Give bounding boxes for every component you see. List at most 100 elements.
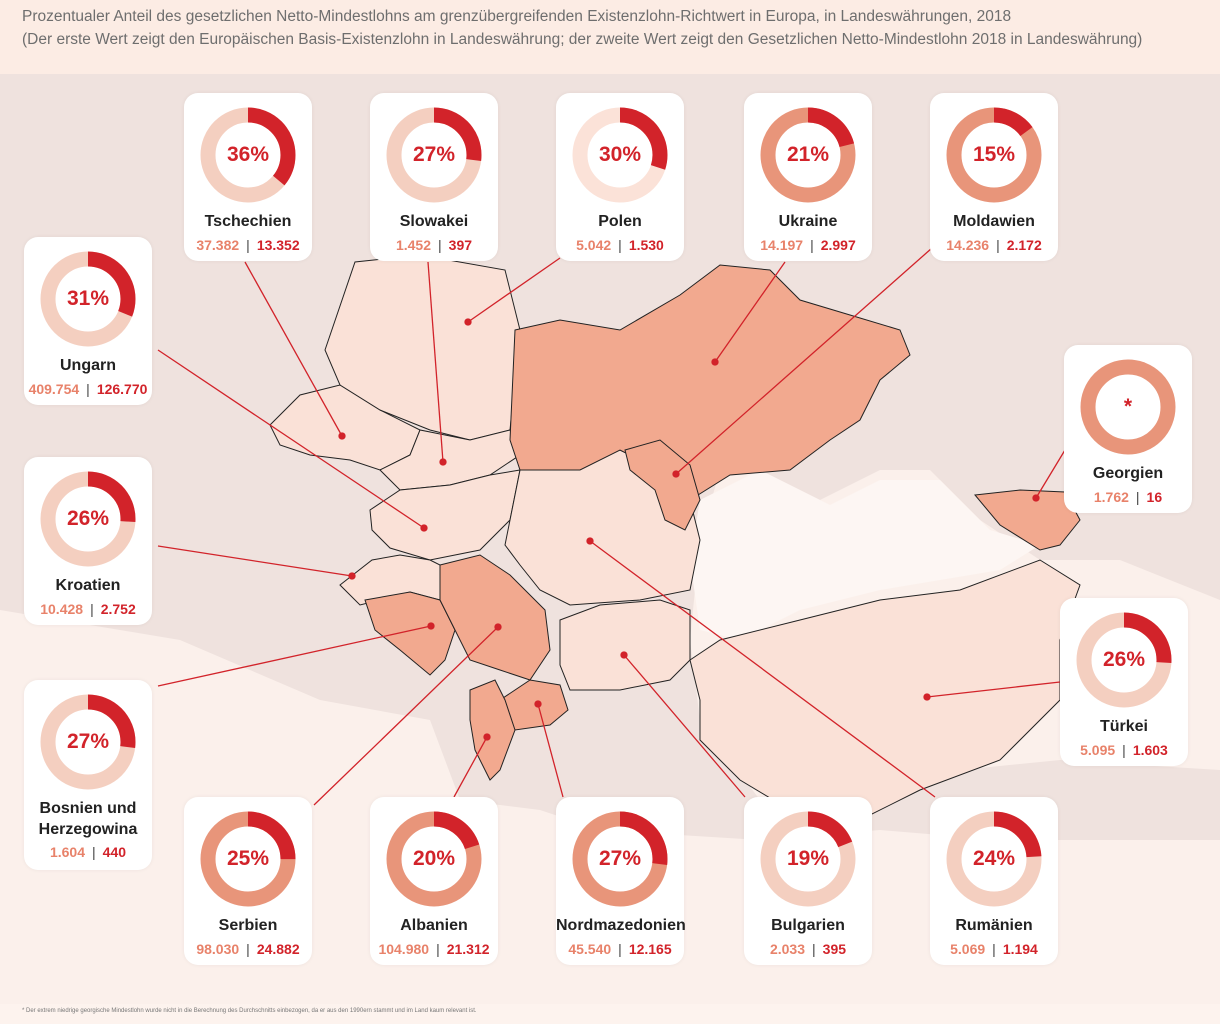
country-name-türkei: Türkei (1099, 718, 1148, 735)
country-card-moldawien: 15% Moldawien 14.236 | 2.172 (930, 93, 1058, 261)
percent-label-rumänien: 24% (972, 847, 1016, 870)
living-wage-value: 104.980 (378, 941, 430, 957)
percent-label-albanien: 20% (412, 847, 456, 870)
living-wage-value: 2.033 (769, 941, 806, 957)
country-name-serbien: Serbien (218, 917, 278, 934)
leader-line-bosnien (157, 625, 432, 687)
country-name-rumänien: Rumänien (955, 917, 1033, 934)
value-separator: | (438, 237, 442, 253)
country-card-slowakei: 27% Slowakei 1.452 | 397 (370, 93, 498, 261)
country-name-moldawien: Moldawien (953, 213, 1035, 230)
values-türkei: 5.095 | 1.603 (1060, 742, 1188, 758)
donut-share-bulgarien (760, 811, 856, 907)
value-separator: | (246, 941, 250, 957)
living-wage-value: 45.540 (568, 941, 612, 957)
percent-label-slowakei: 27% (412, 143, 456, 166)
leader-lines (157, 247, 1066, 806)
donut-georgien (1080, 359, 1176, 455)
leader-line-rumaenien (589, 540, 936, 798)
donut-share-rumänien (946, 811, 1042, 907)
values-slowakei: 1.452 | 397 (370, 237, 498, 253)
min-wage-value: 2.172 (1006, 237, 1042, 253)
country-name-tschechien: Tschechien (204, 213, 292, 230)
donut-share-nordmazedonien (572, 811, 668, 907)
living-wage-value: 1.762 (1093, 489, 1129, 505)
values-georgien: 1.762 | 16 (1064, 489, 1192, 505)
leader-line-bulgarien (623, 654, 746, 798)
country-name-ungarn: Ungarn (60, 357, 116, 374)
values-moldawien: 14.236 | 2.172 (930, 237, 1058, 253)
country-card-kroatien: 26% Kroatien 10.428 | 2.752 (24, 457, 152, 625)
values-serbien: 98.030 | 24.882 (184, 941, 312, 957)
living-wage-value: 409.754 (28, 381, 80, 397)
donut-tschechien (200, 107, 296, 203)
chart-title: Prozentualer Anteil des gesetzlichen Net… (22, 8, 1012, 25)
country-card-ukraine: 21% Ukraine 14.197 | 2.997 (744, 93, 872, 261)
donut-serbien (200, 811, 296, 907)
percent-label-tschechien: 36% (226, 143, 270, 166)
donut-share-serbien (200, 811, 296, 907)
country-name-slowakei: Slowakei (399, 213, 469, 230)
percent-label-moldawien: 15% (972, 143, 1016, 166)
donut-türkei (1076, 612, 1172, 708)
living-wage-value: 5.069 (950, 941, 986, 957)
leader-line-kroatien (157, 545, 353, 577)
values-polen: 5.042 | 1.530 (556, 237, 684, 253)
country-name-kroatien: Kroatien (55, 577, 121, 594)
value-separator: | (618, 237, 622, 253)
values-ukraine: 14.197 | 2.997 (744, 237, 872, 253)
country-name-georgien: Georgien (1092, 465, 1164, 482)
country-card-polen: 30% Polen 5.042 | 1.530 (556, 93, 684, 261)
country-card-serbien: 25% Serbien 98.030 | 24.882 (184, 797, 312, 965)
percent-label-ukraine: 21% (786, 143, 830, 166)
footnote: * Der extrem niedrige georgische Mindest… (22, 1008, 477, 1014)
country-card-albanien: 20% Albanien 104.980 | 21.312 (370, 797, 498, 965)
country-albania (469, 679, 516, 781)
value-separator: | (86, 381, 90, 397)
donut-moldawien (946, 107, 1042, 203)
living-wage-value: 14.236 (946, 237, 990, 253)
donut-share-kroatien (40, 471, 136, 567)
percent-label-nordmazedonien: 27% (598, 847, 642, 870)
value-separator: | (90, 601, 94, 617)
country-ukraine (509, 264, 911, 501)
country-georgia (974, 489, 1081, 551)
donut-ring-georgien (1080, 359, 1176, 455)
country-name-albanien: Albanien (400, 917, 468, 934)
country-moldova (624, 439, 701, 531)
value-separator: | (996, 237, 1000, 253)
values-bulgarien: 2.033 | 395 (744, 941, 872, 957)
leader-line-tschechien (244, 261, 343, 437)
min-wage-value: 397 (448, 237, 473, 253)
values-kroatien: 10.428 | 2.752 (24, 601, 152, 617)
country-card-bosnien-und-herzegowina: 27% Bosnien und Herzegowina 1.604 | 440 (24, 680, 152, 870)
values-tschechien: 37.382 | 13.352 (184, 237, 312, 253)
percent-label-georgien: * (1123, 395, 1133, 418)
country-name-bosnien-und-herzegowina: Bosnien und Herzegowina (38, 800, 138, 838)
min-wage-value: 21.312 (446, 941, 490, 957)
living-wage-value: 98.030 (196, 941, 240, 957)
values-ungarn: 409.754 | 126.770 (24, 381, 152, 397)
percent-label-bosnien-und-herzegowina: 27% (66, 730, 110, 753)
donut-share-ukraine (760, 107, 856, 203)
min-wage-value: 16 (1146, 489, 1163, 505)
country-card-rumänien: 24% Rumänien 5.069 | 1.194 (930, 797, 1058, 965)
leader-line-ukraine (714, 261, 786, 363)
percent-label-ungarn: 31% (66, 287, 110, 310)
donut-albanien (386, 811, 482, 907)
values-albanien: 104.980 | 21.312 (370, 941, 498, 957)
leader-line-slowakei (427, 261, 444, 463)
percent-label-kroatien: 26% (66, 507, 110, 530)
donut-kroatien (40, 471, 136, 567)
living-wage-value: 37.382 (196, 237, 240, 253)
chart-subtitle: (Der erste Wert zeigt den Europäischen B… (22, 31, 1143, 48)
donut-nordmazedonien (572, 811, 668, 907)
living-wage-value: 14.197 (760, 237, 804, 253)
country-card-ungarn: 31% Ungarn 409.754 | 126.770 (24, 237, 152, 405)
sea-black (690, 470, 1040, 640)
donut-share-tschechien (200, 107, 296, 203)
min-wage-value: 2.997 (820, 237, 856, 253)
min-wage-value: 1.194 (1002, 941, 1038, 957)
value-separator: | (246, 237, 250, 253)
header: Prozentualer Anteil des gesetzlichen Net… (0, 0, 1220, 74)
